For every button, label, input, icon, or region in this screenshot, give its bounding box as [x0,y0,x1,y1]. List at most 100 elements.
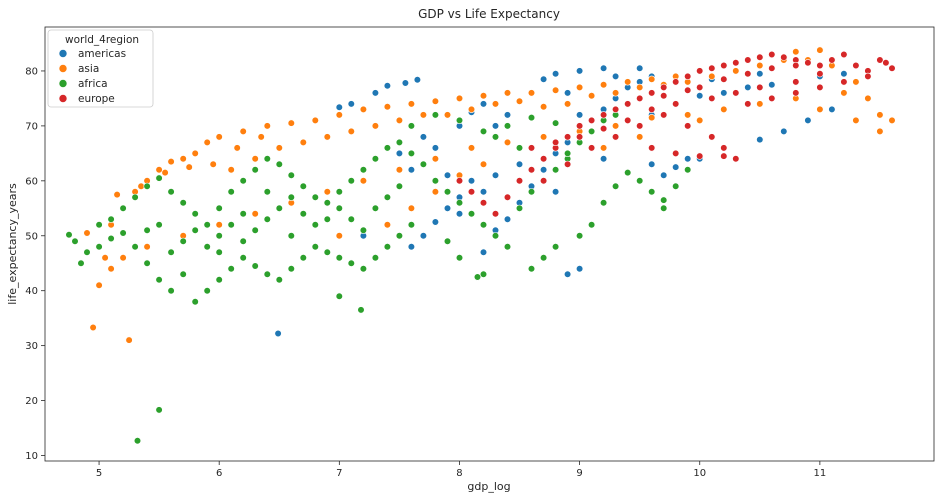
y-ticks: 10 20 30 40 50 60 70 80 [25,66,45,462]
data-point [527,144,536,152]
data-point [215,204,223,212]
data-point [768,81,776,89]
data-point [672,163,680,171]
data-point [636,83,644,91]
data-point [107,234,115,243]
data-point [527,188,536,196]
data-point [155,406,163,414]
data-point [251,155,259,163]
data-point [575,265,584,273]
data-point [624,78,632,86]
data-point [239,254,247,262]
data-point [792,61,800,70]
data-point [359,105,368,113]
x-tick-label: 6 [216,468,222,479]
data-point [419,111,428,119]
data-point [275,204,283,212]
data-point [732,89,740,97]
data-point [684,122,692,130]
data-point [275,276,283,284]
data-point [227,265,235,273]
data-point [401,79,410,87]
data-point [161,169,169,177]
data-point [587,221,596,229]
data-point [708,64,716,72]
data-point [155,276,163,284]
data-point [660,92,668,100]
data-point [816,70,824,78]
data-point [407,243,416,251]
data-point [323,248,331,256]
data-point [575,67,584,75]
data-point [732,59,740,67]
data-point [648,89,656,97]
chart-title: GDP vs Life Expectancy [418,7,560,21]
data-point [185,163,193,171]
data-point [720,75,728,83]
data-point [335,204,343,212]
data-point [551,86,560,94]
data-point [503,89,512,97]
data-point [648,113,656,122]
data-point [840,89,848,97]
data-point [876,56,884,64]
data-point [191,298,199,306]
y-tick-label: 80 [25,66,38,77]
data-point [491,171,500,179]
data-point [551,119,560,127]
data-point [876,111,884,119]
data-point [191,210,199,218]
legend-label: asia [78,63,99,75]
data-point [828,105,836,113]
x-tick-label: 10 [693,468,706,479]
data-point [455,94,464,102]
data-point [611,133,620,141]
data-point [203,287,211,295]
data-point [83,248,91,256]
data-point [503,122,512,130]
data-point [479,160,488,168]
data-point [744,56,752,64]
data-point [611,72,620,80]
data-point [636,133,644,141]
data-point [684,166,692,174]
data-point [888,64,896,72]
data-point [804,116,812,124]
data-point [720,61,728,70]
data-point [660,111,668,119]
data-point [744,83,752,91]
data-point [563,100,572,108]
data-point [323,133,331,141]
data-point [624,100,632,108]
data-point [684,86,692,94]
data-point [215,248,223,256]
legend-label: americas [78,48,126,60]
y-tick-label: 20 [25,396,38,407]
x-tick-label: 5 [96,468,102,479]
data-point [479,92,488,100]
data-point [143,259,151,267]
data-point [191,226,199,234]
data-point [744,100,752,108]
data-point [371,155,380,163]
data-point [407,204,416,212]
x-tick-label: 7 [336,468,342,479]
data-point [611,182,620,190]
data-point [575,232,584,240]
data-point [708,72,716,80]
data-point [431,218,440,226]
data-point [299,254,307,262]
legend: world_4region americas asia africa europe [47,29,154,108]
data-point [660,204,668,212]
x-tick-label: 9 [576,468,582,479]
data-point [101,254,109,262]
data-point [413,76,422,84]
legend-title: world_4region [65,34,139,46]
y-tick-label: 40 [25,286,38,297]
data-point [359,177,368,185]
data-point [383,82,392,90]
data-point [263,155,271,163]
data-point [648,160,656,168]
data-point [539,177,548,185]
data-point [780,53,788,61]
